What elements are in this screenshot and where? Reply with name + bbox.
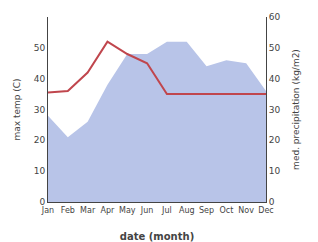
- svg-text:Sep: Sep: [199, 206, 214, 215]
- svg-text:30: 30: [269, 105, 281, 115]
- svg-text:Feb: Feb: [61, 206, 75, 215]
- svg-text:Jul: Jul: [161, 206, 172, 215]
- svg-text:20: 20: [269, 135, 281, 145]
- svg-text:10: 10: [34, 166, 46, 176]
- svg-text:med. precipitation (kg/m2): med. precipitation (kg/m2): [291, 49, 301, 170]
- svg-text:Jun: Jun: [140, 206, 154, 215]
- svg-text:Mar: Mar: [80, 206, 96, 215]
- svg-text:40: 40: [269, 74, 281, 84]
- svg-text:50: 50: [269, 43, 281, 53]
- svg-text:Apr: Apr: [101, 206, 116, 215]
- svg-text:max temp (C): max temp (C): [12, 78, 22, 140]
- svg-text:Oct: Oct: [219, 206, 233, 215]
- svg-text:date (month): date (month): [120, 231, 194, 242]
- svg-text:May: May: [119, 206, 136, 215]
- svg-text:Nov: Nov: [238, 206, 254, 215]
- svg-text:30: 30: [34, 105, 46, 115]
- svg-text:Jan: Jan: [41, 206, 54, 215]
- svg-text:Aug: Aug: [179, 206, 195, 215]
- svg-text:40: 40: [34, 74, 46, 84]
- svg-text:Dec: Dec: [258, 206, 273, 215]
- svg-text:50: 50: [34, 43, 46, 53]
- svg-text:0: 0: [39, 197, 45, 207]
- svg-text:60: 60: [269, 12, 281, 22]
- svg-text:20: 20: [34, 135, 46, 145]
- svg-text:10: 10: [269, 166, 281, 176]
- svg-text:0: 0: [269, 197, 275, 207]
